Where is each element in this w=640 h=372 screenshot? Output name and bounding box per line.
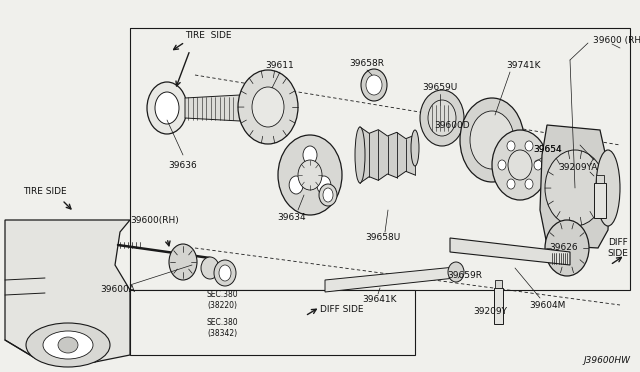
Text: 39658U: 39658U [365, 234, 401, 243]
Text: 39654: 39654 [534, 145, 563, 154]
Text: SEC.380
(38220): SEC.380 (38220) [206, 290, 238, 310]
Text: TIRE  SIDE: TIRE SIDE [185, 31, 232, 39]
Ellipse shape [366, 75, 382, 95]
Text: 39641K: 39641K [363, 295, 397, 305]
Text: 39659U: 39659U [422, 83, 458, 92]
Ellipse shape [278, 135, 342, 215]
Polygon shape [130, 28, 630, 290]
Ellipse shape [317, 176, 331, 194]
Ellipse shape [361, 69, 387, 101]
Ellipse shape [448, 262, 464, 282]
Polygon shape [325, 267, 455, 292]
Ellipse shape [238, 70, 298, 144]
Polygon shape [130, 290, 415, 355]
Polygon shape [540, 125, 610, 248]
Text: 39600(RH): 39600(RH) [131, 215, 179, 224]
Polygon shape [594, 183, 606, 218]
Text: 39741K: 39741K [507, 61, 541, 71]
Text: 39634: 39634 [278, 214, 307, 222]
Polygon shape [185, 95, 240, 121]
Text: 39654: 39654 [534, 145, 563, 154]
Text: 39209YA: 39209YA [558, 164, 598, 173]
Ellipse shape [323, 188, 333, 202]
Ellipse shape [214, 260, 236, 286]
Text: 39209Y: 39209Y [473, 308, 507, 317]
Ellipse shape [498, 160, 506, 170]
Ellipse shape [420, 90, 464, 146]
Text: 39626: 39626 [550, 244, 579, 253]
Ellipse shape [252, 87, 284, 127]
Text: 39600A: 39600A [100, 285, 136, 295]
Polygon shape [450, 238, 570, 265]
Ellipse shape [289, 176, 303, 194]
Text: 39600 (RH): 39600 (RH) [593, 35, 640, 45]
Text: 39604M: 39604M [529, 301, 565, 310]
Ellipse shape [201, 257, 219, 279]
Ellipse shape [43, 331, 93, 359]
Ellipse shape [460, 98, 524, 182]
Polygon shape [494, 288, 503, 324]
Polygon shape [495, 280, 502, 288]
Ellipse shape [428, 100, 456, 136]
Ellipse shape [219, 265, 231, 281]
Text: SEC.380
(38342): SEC.380 (38342) [206, 318, 238, 338]
Ellipse shape [58, 337, 78, 353]
Ellipse shape [411, 130, 419, 166]
Ellipse shape [298, 160, 322, 190]
Text: J39600HW: J39600HW [583, 356, 630, 365]
Ellipse shape [545, 150, 605, 226]
Ellipse shape [355, 127, 365, 183]
Ellipse shape [155, 92, 179, 124]
Text: 39658R: 39658R [349, 58, 385, 67]
Ellipse shape [26, 323, 110, 367]
Polygon shape [596, 175, 604, 183]
Polygon shape [5, 220, 130, 362]
Ellipse shape [545, 220, 589, 276]
Text: 39636: 39636 [168, 160, 197, 170]
Ellipse shape [470, 111, 514, 169]
Ellipse shape [508, 150, 532, 180]
Text: 39600D: 39600D [434, 122, 470, 131]
Ellipse shape [596, 150, 620, 226]
Text: TIRE SIDE: TIRE SIDE [23, 187, 67, 196]
Ellipse shape [507, 141, 515, 151]
Ellipse shape [303, 146, 317, 164]
Ellipse shape [525, 179, 533, 189]
Text: 39611: 39611 [266, 61, 294, 70]
Ellipse shape [169, 244, 197, 280]
Ellipse shape [147, 82, 187, 134]
Ellipse shape [492, 130, 548, 200]
Text: DIFF SIDE: DIFF SIDE [320, 305, 364, 314]
Text: 39659R: 39659R [447, 272, 483, 280]
Ellipse shape [525, 141, 533, 151]
Text: DIFF
SIDE: DIFF SIDE [607, 238, 628, 258]
Ellipse shape [507, 179, 515, 189]
Ellipse shape [534, 160, 542, 170]
Ellipse shape [319, 184, 337, 206]
Polygon shape [360, 127, 415, 183]
